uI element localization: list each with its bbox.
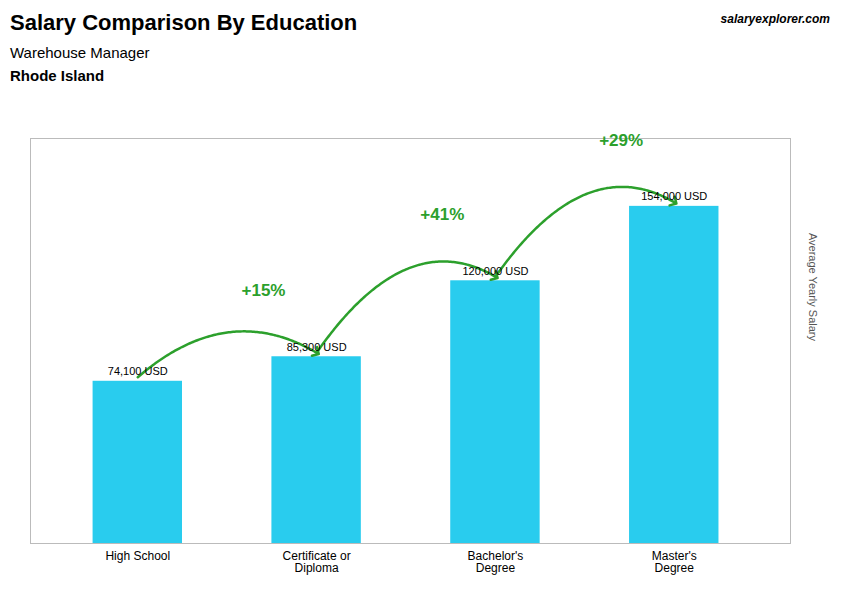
svg-text:154,000 USD: 154,000 USD xyxy=(641,190,707,202)
svg-text:Bachelor'sDegree: Bachelor'sDegree xyxy=(468,549,524,575)
svg-text:High School: High School xyxy=(105,549,170,563)
svg-text:+15%: +15% xyxy=(242,281,286,300)
svg-text:Master'sDegree: Master'sDegree xyxy=(652,549,697,575)
html-text:Warehouse Manager: Warehouse Manager xyxy=(10,44,150,61)
svg-text:85,300 USD: 85,300 USD xyxy=(287,341,347,353)
svg-text:Certificate orDiploma: Certificate orDiploma xyxy=(283,549,351,575)
svg-text:120,000 USD: 120,000 USD xyxy=(462,265,528,277)
html-text:Salary Comparison By Education: Salary Comparison By Education xyxy=(10,10,358,35)
html-text:Rhode Island: Rhode Island xyxy=(10,67,105,84)
svg-text:+29%: +29% xyxy=(599,131,643,150)
svg-text:Average Yearly Salary: Average Yearly Salary xyxy=(807,233,819,342)
svg-text:+41%: +41% xyxy=(420,205,464,224)
svg-text:74,100 USD: 74,100 USD xyxy=(108,365,168,377)
html-text:salaryexplorer.com: salaryexplorer.com xyxy=(720,12,830,26)
